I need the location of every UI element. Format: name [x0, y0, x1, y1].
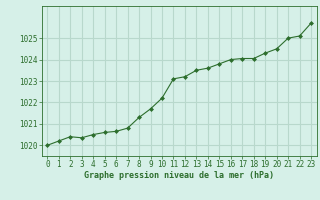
- X-axis label: Graphe pression niveau de la mer (hPa): Graphe pression niveau de la mer (hPa): [84, 171, 274, 180]
